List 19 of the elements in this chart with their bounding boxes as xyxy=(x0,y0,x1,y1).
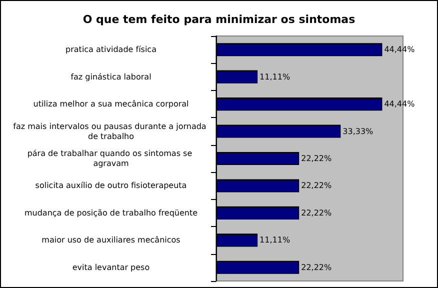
data-label: 33,33% xyxy=(342,126,374,136)
y-tick-label: solicita auxílio de outro fisioterapeuta xyxy=(35,181,187,190)
data-label: 44,44% xyxy=(384,100,416,109)
data-label: 44,44% xyxy=(384,45,416,54)
y-tick-label: pratica atividade física xyxy=(66,45,157,54)
data-label: 22,22% xyxy=(301,181,332,190)
y-tick-label: utiliza melhor a sua mecânica corporal xyxy=(33,100,189,109)
data-label: 22,22% xyxy=(301,154,332,163)
chart-title: O que tem feito para minimizar os sintomas xyxy=(82,13,356,26)
y-tick-label: pára de trabalhar quando os sintomas se agravam xyxy=(27,149,195,168)
y-tick-label: evita levantar peso xyxy=(72,262,150,272)
data-label: 11,11% xyxy=(260,72,290,82)
y-tick-label: mudança de posição de trabalho freqüente xyxy=(24,208,198,218)
data-label: 11,11% xyxy=(260,236,290,245)
y-tick-label: faz mais intervalos ou pausas durante a jornada de trabalho xyxy=(13,122,209,141)
data-label: 22,22% xyxy=(301,262,332,272)
y-tick-label: maior uso de auxiliares mecânicos xyxy=(42,236,180,245)
y-tick-label: faz ginástica laboral xyxy=(70,72,152,82)
data-label: 22,22% xyxy=(301,208,332,218)
